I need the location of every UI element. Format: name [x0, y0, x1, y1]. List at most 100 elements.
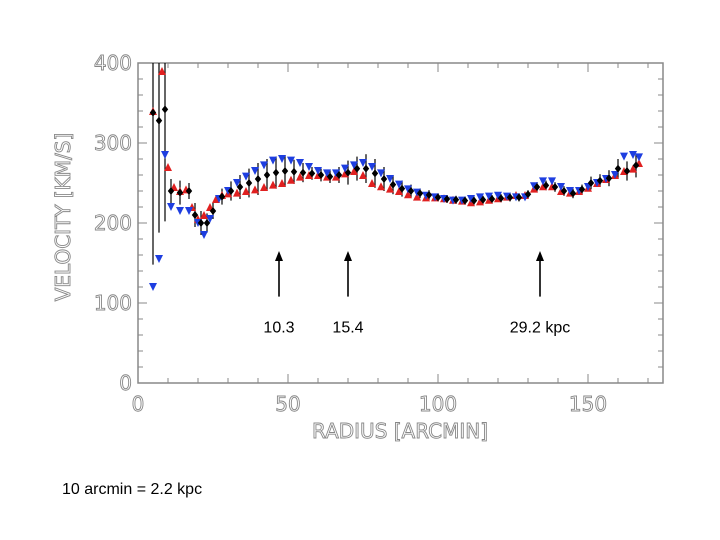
data-point-diamond	[434, 193, 442, 202]
y-tick-label: 200	[94, 211, 132, 235]
data-point-triangle-down	[467, 195, 475, 203]
data-point-diamond	[389, 180, 397, 189]
data-point-diamond	[443, 195, 451, 203]
data-point-diamond	[149, 108, 157, 117]
annotation-label: 29.2 kpc	[510, 320, 570, 337]
data-point-diamond	[290, 167, 298, 176]
data-point-triangle-up	[233, 188, 241, 197]
data-point-diamond	[632, 161, 640, 170]
data-point-diamond	[272, 168, 280, 177]
data-point-triangle-down	[341, 164, 349, 173]
data-point-triangle-down	[611, 171, 619, 179]
data-point-triangle-up	[404, 190, 412, 199]
annotation-arrowhead	[536, 251, 544, 261]
data-point-triangle-down	[332, 169, 340, 178]
data-point-triangle-down	[251, 167, 259, 175]
data-point-diamond	[227, 187, 235, 195]
annotation-arrowhead	[344, 251, 352, 261]
data-point-diamond	[461, 196, 469, 205]
data-point-triangle-down	[629, 151, 637, 159]
data-point-diamond	[167, 187, 175, 195]
data-point-diamond	[176, 188, 184, 197]
data-point-diamond	[197, 219, 205, 227]
data-point-triangle-down	[185, 207, 193, 215]
data-point-triangle-down	[539, 177, 547, 186]
y-axis-label: VELOCITY [KM/S]	[51, 133, 75, 302]
plot-border	[137, 62, 664, 384]
data-point-triangle-down	[176, 207, 184, 215]
annotation-label: 10.3	[263, 320, 294, 337]
data-point-diamond	[470, 196, 478, 205]
data-point-triangle-up	[242, 187, 250, 195]
data-point-triangle-down	[386, 175, 394, 183]
data-point-triangle-down	[200, 231, 208, 239]
data-point-diamond	[209, 207, 217, 215]
x-tick-label: 150	[569, 392, 607, 416]
data-point-diamond	[317, 171, 325, 179]
data-point-diamond	[335, 171, 343, 179]
data-point-diamond	[353, 164, 361, 173]
data-point-diamond	[371, 169, 379, 178]
footnote: 10 arcmin = 2.2 kpc	[62, 481, 203, 498]
data-point-triangle-up	[296, 172, 304, 181]
data-point-diamond	[569, 189, 577, 198]
data-point-diamond	[203, 219, 211, 227]
data-point-diamond	[245, 179, 253, 187]
data-point-triangle-down	[287, 156, 295, 165]
annotation-label: 15.4	[332, 320, 363, 337]
data-point-diamond	[398, 184, 406, 193]
data-point-diamond	[236, 183, 244, 191]
data-point-diamond	[218, 192, 226, 201]
data-point-triangle-down	[485, 192, 493, 201]
data-point-diamond	[596, 176, 604, 185]
data-point-diamond	[524, 190, 532, 199]
y-tick-label: 100	[94, 291, 132, 315]
data-point-diamond	[497, 194, 505, 203]
data-point-triangle-up	[278, 179, 286, 187]
data-point-diamond	[407, 187, 415, 195]
data-point-triangle-up	[260, 183, 268, 191]
data-point-diamond	[185, 187, 193, 195]
data-point-triangle-down	[278, 155, 286, 163]
data-point-triangle-up	[341, 169, 349, 178]
data-point-diamond	[614, 164, 622, 173]
data-point-triangle-down	[350, 161, 358, 170]
data-point-triangle-down	[206, 215, 214, 223]
data-point-triangle-down	[149, 283, 157, 291]
data-point-diamond	[605, 174, 613, 183]
data-point-triangle-up	[158, 67, 166, 75]
data-point-triangle-down	[395, 180, 403, 189]
data-point-triangle-down	[161, 151, 169, 159]
data-point-diamond	[155, 116, 163, 125]
data-point-triangle-down	[620, 152, 628, 161]
data-point-triangle-down	[566, 187, 574, 195]
data-point-triangle-down	[530, 182, 538, 191]
data-point-diamond	[281, 167, 289, 175]
data-point-diamond	[542, 181, 550, 190]
data-point-diamond	[623, 167, 631, 175]
data-point-diamond	[299, 168, 307, 177]
annotation-arrowhead	[275, 251, 283, 261]
data-point-triangle-down	[476, 193, 484, 202]
data-point-triangle-down	[635, 153, 643, 162]
data-point-triangle-up	[629, 164, 637, 173]
data-point-triangle-up	[395, 187, 403, 195]
data-point-triangle-down	[260, 161, 268, 170]
x-tick-label: 0	[132, 392, 145, 416]
x-axis-label: RADIUS [ARCMIN]	[312, 419, 488, 443]
data-point-triangle-up	[200, 211, 208, 219]
data-point-triangle-down	[305, 163, 313, 171]
data-point-diamond	[551, 183, 559, 191]
data-point-triangle-down	[269, 156, 277, 165]
axis-ticks: 0 50 100 150 0 100 200 300 400	[93, 51, 663, 416]
data-point-diamond	[326, 172, 334, 181]
data-point-triangle-up	[359, 171, 367, 179]
data-point-triangle-down	[242, 172, 250, 181]
data-point-diamond	[479, 195, 487, 204]
data-point-triangle-down	[323, 169, 331, 178]
data-point-diamond	[488, 195, 496, 203]
data-point-diamond	[578, 185, 586, 194]
data-point-triangle-up	[164, 163, 172, 171]
data-point-diamond	[515, 193, 523, 202]
data-point-triangle-up	[368, 179, 376, 187]
